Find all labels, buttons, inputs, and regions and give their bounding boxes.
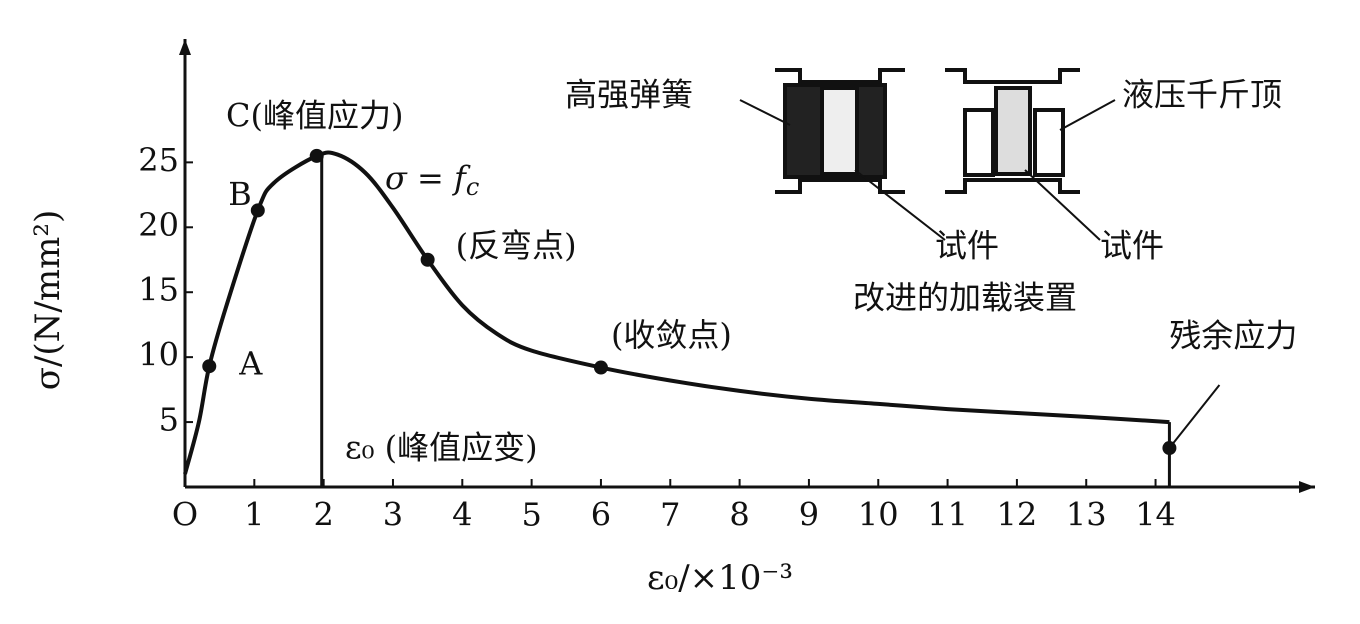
y-tick-label: 20 <box>138 206 179 244</box>
point <box>1162 441 1177 456</box>
inset-label: 试件 <box>1100 227 1164 265</box>
y-tick-label: 25 <box>138 141 179 179</box>
x-tick-label: 11 <box>927 496 968 534</box>
specimen <box>820 86 859 176</box>
x-tick-label: 12 <box>997 496 1038 534</box>
point-label: A <box>238 345 263 383</box>
point-label: (反弯点) <box>456 226 577 264</box>
point <box>250 203 265 218</box>
x-tick-label: 6 <box>591 496 611 534</box>
peak-strain-label: ε₀ (峰值应变) <box>345 429 538 467</box>
x-tick-label: 1 <box>244 496 264 534</box>
x-tick-label: 2 <box>313 496 333 534</box>
leader-line <box>739 99 1116 241</box>
x-axis-label: ε₀/×10⁻³ <box>647 558 793 598</box>
x-tick-label: 3 <box>383 496 403 534</box>
x-tick-label: 8 <box>729 496 749 534</box>
point <box>309 148 324 163</box>
x-tick-label: 10 <box>858 496 899 534</box>
leader-line <box>1168 384 1221 449</box>
x-tick-label: 5 <box>521 496 541 534</box>
y-tick-label: 15 <box>138 271 179 309</box>
inset-label: 试件 <box>935 227 999 265</box>
point <box>420 252 435 267</box>
curve <box>183 150 1170 475</box>
arrow <box>179 39 191 55</box>
point-label: B <box>228 175 252 213</box>
specimen <box>994 86 1032 176</box>
inset-caption: 改进的加载装置 <box>853 279 1077 317</box>
arrow <box>1299 481 1315 493</box>
point-label: C(峰值应力) <box>226 96 403 134</box>
inset <box>739 68 1116 241</box>
point <box>593 360 608 375</box>
y-tick-label: 5 <box>159 401 179 439</box>
x-tick-label: 14 <box>1135 496 1176 534</box>
jack <box>963 108 995 177</box>
inset-label: 高强弹簧 <box>565 76 693 114</box>
x-tick-label: 13 <box>1066 496 1107 534</box>
x-tick-label: 9 <box>799 496 819 534</box>
y-axis-label: σ/(N/mm²) <box>28 210 68 391</box>
point-label: 残余应力 <box>1169 317 1297 355</box>
loading-plate <box>945 68 1080 194</box>
jack <box>1033 108 1065 177</box>
sigma-label: σ = fc <box>385 159 479 201</box>
y-tick-label: 10 <box>138 336 179 374</box>
x-tick-label: 4 <box>452 496 472 534</box>
inset-label: 液压千斤顶 <box>1122 76 1282 114</box>
point <box>202 359 217 374</box>
x-tick-label: O <box>172 496 198 534</box>
point-label: (收敛点) <box>611 316 732 354</box>
x-tick-label: 7 <box>660 496 680 534</box>
